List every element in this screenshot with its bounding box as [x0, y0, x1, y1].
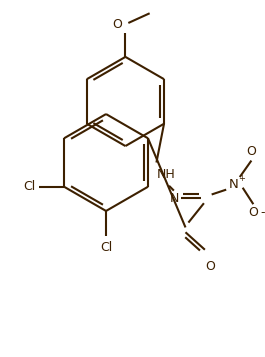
Text: O: O: [248, 206, 258, 220]
Text: O: O: [205, 260, 215, 273]
Text: Cl: Cl: [100, 241, 112, 254]
Text: -: -: [261, 206, 265, 220]
Text: +: +: [238, 175, 245, 183]
Text: O: O: [246, 145, 256, 159]
Text: O: O: [112, 18, 122, 31]
Text: Cl: Cl: [23, 180, 35, 193]
Text: N: N: [229, 178, 239, 191]
Text: N: N: [170, 192, 179, 205]
Text: NH: NH: [157, 168, 175, 181]
